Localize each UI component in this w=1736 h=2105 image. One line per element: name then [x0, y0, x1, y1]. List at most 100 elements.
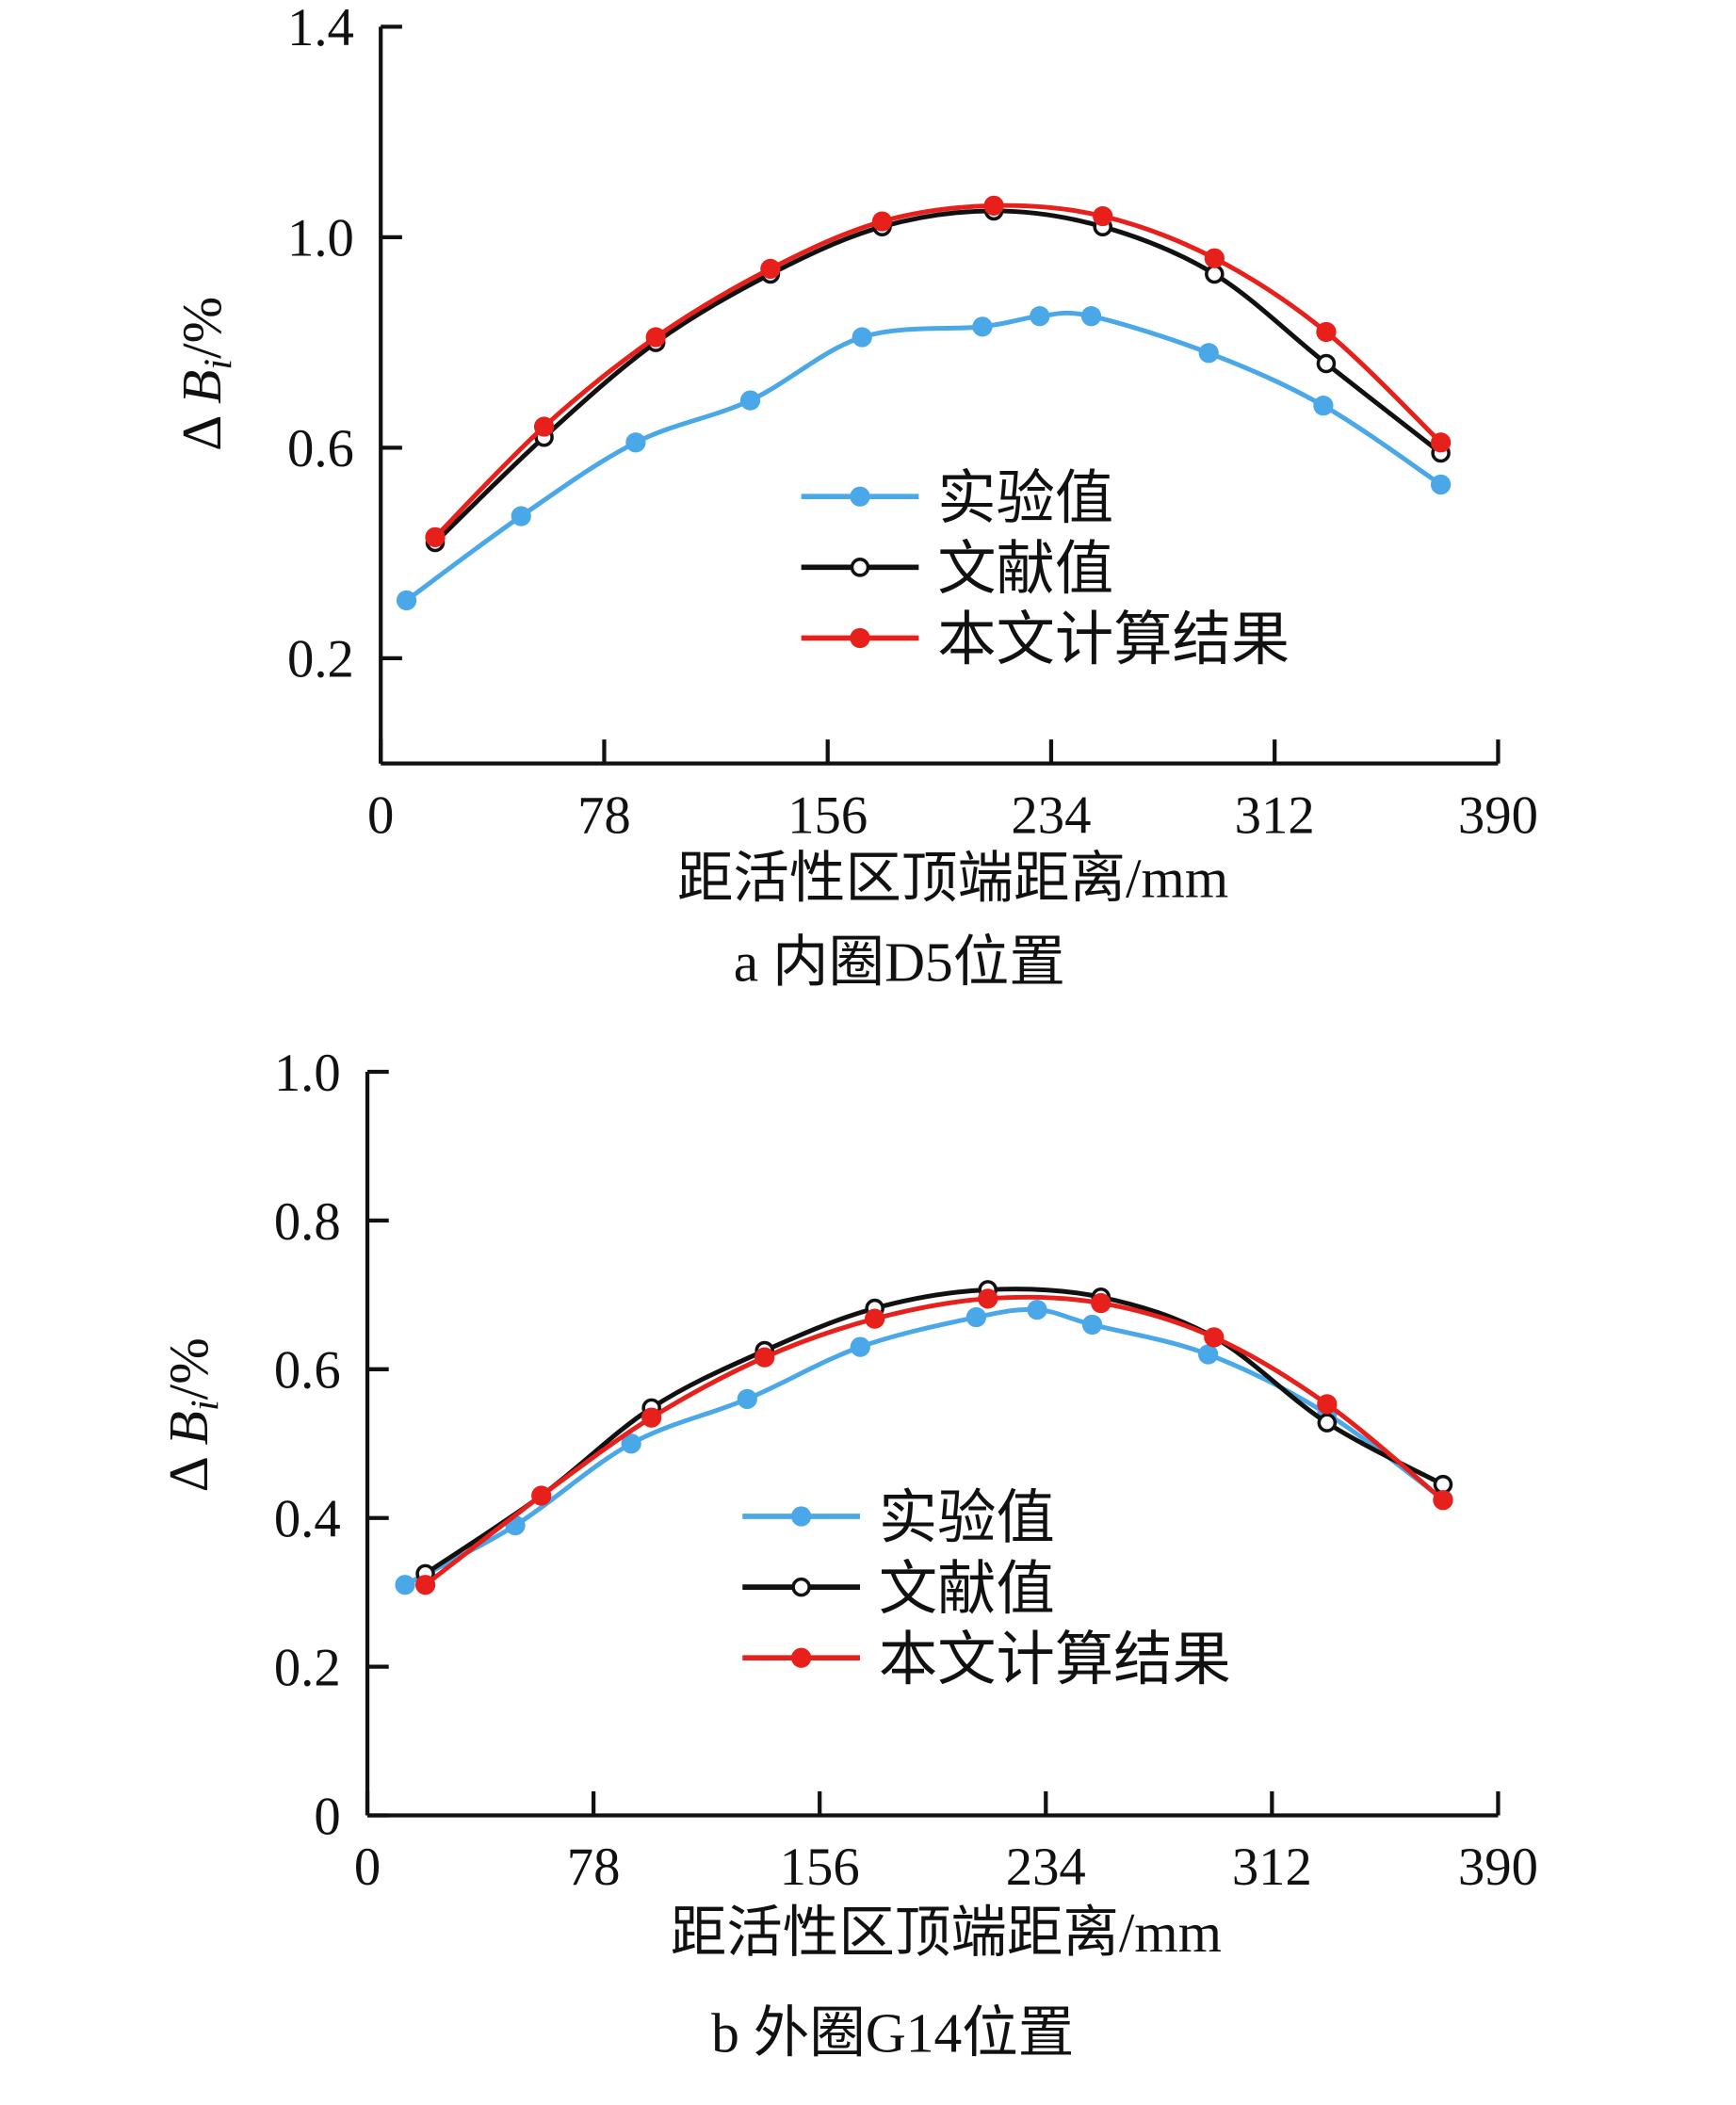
x-axis-label: 距活性区顶端距离/mm	[677, 847, 1228, 909]
x-tick-label: 78	[567, 1838, 621, 1897]
y-tick-label: 1.4	[287, 0, 354, 57]
data-point	[533, 416, 555, 437]
x-tick-label: 234	[1011, 785, 1091, 845]
x-tick-label: 156	[780, 1838, 860, 1897]
y-tick-label: 0	[314, 1787, 340, 1846]
series-2	[425, 195, 1452, 548]
data-point	[865, 1308, 885, 1329]
x-tick-label: 78	[577, 785, 631, 845]
y-label-sub: i	[183, 1400, 227, 1411]
legend-entry: 实验值	[801, 466, 1113, 531]
y-axis-label: Δ Bi/%	[157, 1337, 227, 1492]
data-point	[1433, 1490, 1453, 1511]
data-point	[737, 1388, 757, 1410]
legend-label: 实验值	[879, 1486, 1055, 1551]
data-point	[852, 327, 872, 348]
series-line	[405, 310, 1442, 603]
data-point	[511, 506, 531, 526]
data-point	[645, 327, 666, 348]
series-line	[433, 202, 1443, 540]
series-line	[403, 1306, 1445, 1587]
y-label-sub: i	[196, 359, 240, 370]
data-point	[1030, 306, 1050, 327]
data-point	[1027, 1300, 1047, 1320]
data-point	[978, 1288, 998, 1309]
y-label-var: B	[157, 1411, 219, 1445]
legend-marker	[791, 1506, 812, 1527]
data-point	[1316, 321, 1337, 343]
data-point	[871, 211, 893, 232]
y-label-prefix: Δ	[157, 1445, 219, 1492]
data-point	[1093, 205, 1113, 227]
data-point	[641, 1407, 662, 1428]
data-point	[425, 526, 446, 548]
legend-label: 文献值	[937, 537, 1113, 602]
legend-label: 本文计算结果	[879, 1627, 1231, 1692]
legend-entry: 文献值	[742, 1557, 1055, 1622]
chart-caption: b 外圈G14位置	[711, 2001, 1074, 2064]
data-point	[1198, 343, 1219, 364]
data-point	[414, 1575, 436, 1595]
data-point	[1204, 1327, 1225, 1348]
y-tick-label: 0.6	[274, 1341, 341, 1401]
legend-entry: 本文计算结果	[801, 607, 1290, 672]
y-axis-label: Δ Bi/%	[170, 297, 240, 451]
series-line	[424, 1294, 1445, 1587]
data-point	[531, 1485, 552, 1506]
data-point	[739, 390, 761, 411]
legend-marker	[850, 486, 870, 507]
data-point	[1198, 1344, 1219, 1365]
x-tick-label: 390	[1458, 1838, 1538, 1897]
y-tick-label: 0.2	[274, 1638, 341, 1697]
data-point	[1091, 1292, 1111, 1314]
data-point	[395, 1575, 415, 1595]
y-tick-label: 0.8	[274, 1192, 341, 1252]
chart-caption: a 内圈D5位置	[734, 931, 1065, 994]
data-point	[1313, 396, 1334, 416]
data-point	[396, 590, 417, 611]
y-label-var: B	[170, 370, 233, 404]
data-point	[1317, 1394, 1338, 1415]
chart-panel-a: 0.2 0.6 1.0 1.4 0 78 156 234 312 390 Δ Bi/% 距活性区顶端距…	[170, 0, 1538, 994]
data-point	[850, 1336, 870, 1357]
series-2	[414, 1288, 1453, 1595]
legend-label: 实验值	[937, 466, 1113, 531]
legend-marker	[791, 1647, 812, 1668]
y-tick-label: 0.2	[287, 630, 354, 689]
y-label-prefix: Δ	[170, 404, 233, 451]
data-point	[1081, 1314, 1103, 1336]
y-tick-label: 0.6	[287, 419, 354, 478]
y-label-suffix: /%	[157, 1337, 219, 1400]
legend-marker	[791, 1577, 811, 1597]
series-0	[396, 306, 1452, 611]
legend-marker	[850, 558, 870, 577]
legend-entry: 本文计算结果	[742, 1627, 1231, 1692]
y-tick-label: 0.4	[274, 1490, 341, 1549]
y-label-suffix: /%	[170, 297, 233, 359]
data-point	[1317, 1413, 1338, 1433]
legend-label: 文献值	[879, 1557, 1055, 1622]
data-point	[1316, 353, 1337, 374]
data-point	[621, 1433, 641, 1454]
data-point	[1205, 264, 1225, 284]
x-tick-label: 312	[1232, 1838, 1312, 1897]
series-line	[433, 208, 1443, 544]
data-point	[965, 1306, 987, 1328]
x-tick-label: 156	[787, 785, 868, 845]
data-point	[754, 1347, 775, 1368]
x-tick-label: 312	[1235, 785, 1315, 845]
data-point	[972, 316, 993, 337]
data-point	[1430, 432, 1452, 453]
data-point	[1430, 474, 1452, 495]
x-tick-label: 0	[367, 785, 394, 845]
data-point	[983, 195, 1004, 216]
chart-panel-b: 0 0.2 0.4 0.6 0.8 1.0 0 78 156 234 312 390 Δ Bi/% 距活性…	[157, 1044, 1538, 2064]
data-point	[1204, 248, 1225, 268]
legend-entry: 文献值	[801, 537, 1113, 602]
data-point	[760, 258, 781, 280]
x-tick-label: 390	[1458, 785, 1538, 845]
legend-marker	[850, 627, 870, 649]
y-tick-label: 1.0	[287, 209, 354, 268]
x-axis-label: 距活性区顶端距离/mm	[671, 1902, 1222, 1964]
